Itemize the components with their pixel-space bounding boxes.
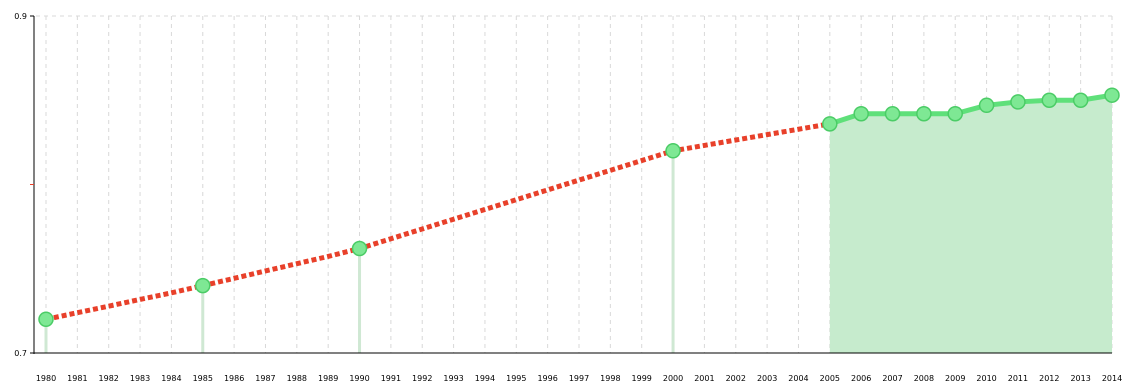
- x-axis-labels: 1980 1981 1982 1983 1984 1985 1986 1987 1988 1989…: [36, 374, 1122, 383]
- x-tick-label: 1992: [412, 374, 432, 383]
- drop-lines: [44, 150, 675, 353]
- data-point: [884, 105, 901, 122]
- x-tick-label: 2012: [1039, 374, 1059, 383]
- data-point: [947, 105, 963, 122]
- x-tick-label: 1981: [67, 374, 87, 383]
- x-tick-label: 2000: [663, 374, 683, 383]
- x-tick-label: 1986: [224, 374, 244, 383]
- data-point: [1041, 92, 1058, 108]
- data-point: [1104, 87, 1120, 103]
- x-tick-label: 2008: [914, 374, 934, 383]
- y-tick-label-top: 0.9: [14, 12, 27, 21]
- y-axis-labels: 0.9 0.7: [14, 12, 27, 358]
- x-tick-label: 1995: [506, 374, 526, 383]
- data-point: [916, 105, 932, 122]
- x-tick-label: 2009: [945, 374, 965, 383]
- x-tick-label: 1989: [318, 374, 338, 383]
- points-layer: [38, 87, 1120, 328]
- x-tick-label: 1985: [193, 374, 213, 383]
- data-point: [822, 116, 838, 132]
- measured-area-fill: [829, 95, 1112, 353]
- data-point: [1072, 92, 1089, 108]
- interpolated-line: [45, 121, 831, 322]
- x-tick-label: 1983: [130, 374, 150, 383]
- x-tick-label: 2002: [726, 374, 746, 383]
- x-tick-label: 2005: [820, 374, 840, 383]
- data-point: [853, 105, 869, 122]
- measured-line: [829, 92, 1113, 127]
- x-tick-label: 1987: [255, 374, 275, 383]
- x-tick-label: 1998: [600, 374, 620, 383]
- x-tick-label: 1984: [161, 374, 181, 383]
- x-tick-label: 2003: [757, 374, 777, 383]
- x-tick-label: 1997: [569, 374, 589, 383]
- x-tick-label: 2006: [851, 374, 871, 383]
- x-tick-label: 1993: [443, 374, 463, 383]
- axes: [30, 15, 1112, 354]
- x-tick-label: 1990: [349, 374, 369, 383]
- x-tick-label: 1980: [36, 374, 56, 383]
- x-tick-label: 1996: [537, 374, 557, 383]
- area-fill: [829, 95, 1112, 353]
- data-point: [38, 311, 54, 328]
- x-tick-label: 1999: [632, 374, 652, 383]
- x-tick-label: 2001: [694, 374, 714, 383]
- data-point: [351, 240, 368, 257]
- x-tick-label: 2007: [882, 374, 902, 383]
- data-point: [665, 143, 681, 159]
- y-tick-label-bottom: 0.7: [14, 349, 27, 358]
- data-point: [1010, 94, 1026, 110]
- data-point: [195, 277, 211, 294]
- x-tick-label: 1991: [381, 374, 401, 383]
- x-tick-label: 2010: [976, 374, 996, 383]
- data-point: [978, 97, 995, 114]
- x-tick-label: 2014: [1102, 374, 1122, 383]
- x-tick-label: 2004: [788, 374, 808, 383]
- series-layer: [45, 92, 1113, 322]
- x-tick-label: 2011: [1008, 374, 1028, 383]
- x-tick-label: 1994: [475, 374, 495, 383]
- x-tick-label: 1988: [287, 374, 307, 383]
- x-tick-label: 1982: [99, 374, 119, 383]
- x-tick-label: 2013: [1070, 374, 1090, 383]
